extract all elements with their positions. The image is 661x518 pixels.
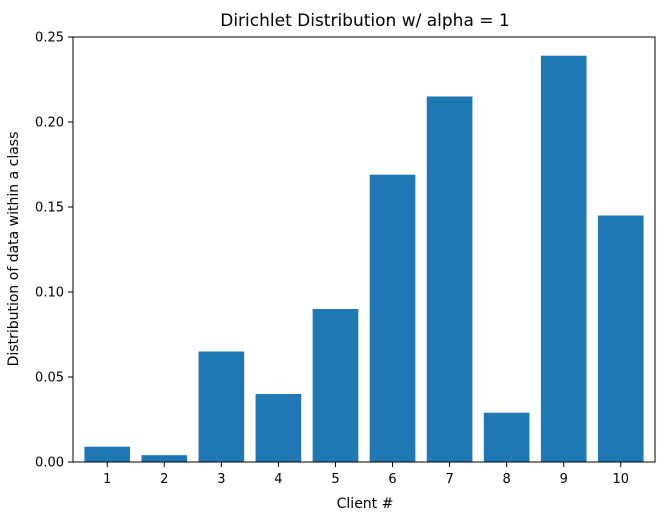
bar-client-6 (369, 174, 416, 462)
chart-title: Dirichlet Distribution w/ alpha = 1 (220, 11, 510, 31)
bar-client-9 (540, 55, 587, 462)
x-tick-label: 6 (388, 472, 396, 487)
x-tick-label: 2 (160, 472, 168, 487)
x-tick-label: 8 (503, 472, 511, 487)
bar-client-4 (255, 394, 302, 462)
y-tick-label: 0.15 (35, 201, 64, 216)
x-tick-label: 1 (103, 472, 111, 487)
plot-area-frame (72, 36, 656, 463)
bar-client-2 (141, 455, 188, 462)
bar-client-10 (597, 215, 644, 462)
y-axis-ticks: 0.00 0.05 0.10 0.15 0.20 0.25 (35, 31, 73, 471)
x-tick-label: 5 (331, 472, 339, 487)
x-tick-label: 10 (612, 472, 629, 487)
y-axis-label: Distribution of data within a class (6, 132, 22, 367)
x-tick-label: 3 (217, 472, 225, 487)
y-tick-label: 0.25 (35, 31, 64, 46)
bars-layer (84, 55, 644, 462)
y-tick-label: 0.10 (35, 286, 64, 301)
y-tick-label: 0.00 (35, 456, 64, 471)
bar-client-1 (84, 446, 131, 462)
bar-client-5 (312, 309, 359, 462)
bar-client-7 (426, 96, 473, 462)
x-axis-ticks: 1 2 3 4 5 6 7 8 9 10 (103, 462, 629, 487)
bar-client-3 (198, 351, 245, 462)
x-tick-label: 9 (560, 472, 568, 487)
y-tick-label: 0.05 (35, 371, 64, 386)
bar-client-8 (483, 412, 530, 462)
x-tick-label: 7 (445, 472, 453, 487)
y-tick-label: 0.20 (35, 116, 64, 131)
x-axis-label: Client # (337, 496, 394, 512)
x-tick-label: 4 (274, 472, 282, 487)
